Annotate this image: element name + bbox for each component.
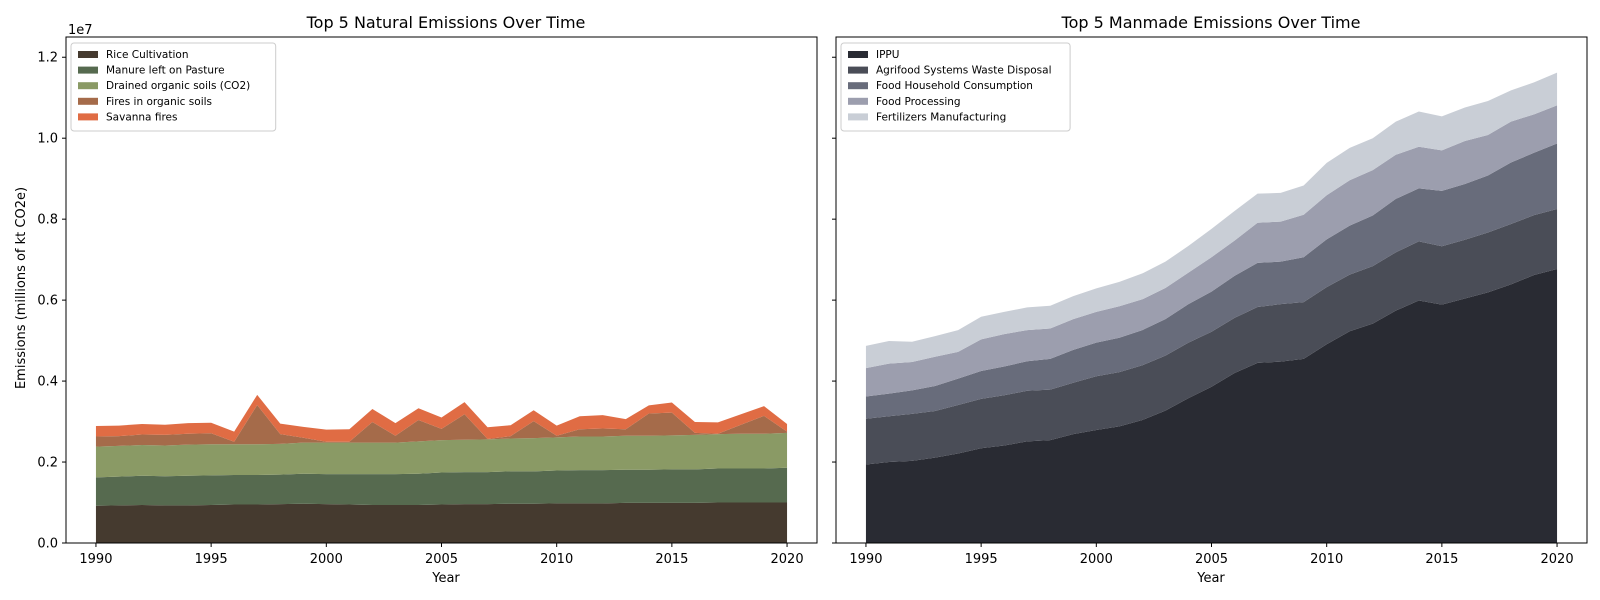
x-tick-label: 2015: [1425, 552, 1458, 567]
y-tick-label: 0.2: [37, 456, 58, 471]
legend-label: IPPU: [876, 49, 899, 61]
y-tick-label: 0.4: [37, 375, 58, 390]
legend-swatch: [78, 97, 98, 105]
y-axis-label: Emissions (millions of kt CO2e): [14, 187, 29, 389]
chart-title: Top 5 Manmade Emissions Over Time: [1061, 13, 1361, 32]
area-series-3: [865, 143, 1558, 419]
area-series-4: [865, 105, 1558, 397]
x-axis-label: Year: [1196, 571, 1225, 586]
area-series-3: [95, 432, 788, 478]
x-tick-label: 2020: [1541, 552, 1574, 567]
x-ticks: 1990 1995 2000 2005 2010 2015 2020: [849, 543, 1574, 567]
area-series-1: [865, 268, 1558, 543]
area-series-4: [95, 404, 788, 447]
x-tick-label: 1995: [965, 552, 998, 567]
x-tick-label: 1990: [849, 552, 882, 567]
x-tick-label: 2010: [1310, 552, 1343, 567]
x-ticks: 1990 1995 2000 2005 2010 2015 2020: [79, 543, 804, 567]
x-tick-label: 2000: [310, 552, 343, 567]
legend-swatch: [78, 66, 98, 74]
y-tick-label: 0.0: [37, 537, 58, 552]
legend-label: Manure left on Pasture: [106, 65, 225, 77]
legend-box: [840, 42, 1071, 132]
y-tick-label: 0.8: [37, 213, 58, 228]
y-offset-label: 1e7: [68, 23, 93, 38]
plot-frame: [65, 36, 818, 544]
natural-emissions-chart: Top 5 Natural Emissions Over Time 1e7 Em…: [14, 13, 818, 586]
plot-frame: [835, 36, 1588, 544]
y-ticks: 0.0 0.2 0.4 0.6 0.8 1.0 1.2: [37, 51, 66, 552]
legend-swatch: [848, 51, 868, 58]
area-series-2: [95, 467, 788, 506]
legend-swatch: [848, 97, 868, 105]
stacked-areas: [865, 72, 1558, 543]
legend-label: Savanna fires: [106, 111, 177, 123]
x-tick-label: 2005: [425, 552, 458, 567]
legend-label: Fires in organic soils: [106, 96, 212, 108]
y-tick-label: 1.0: [37, 132, 58, 147]
legend-swatch: [848, 66, 868, 74]
area-series-5: [865, 72, 1558, 369]
x-tick-label: 2020: [771, 552, 804, 567]
x-tick-label: 1995: [195, 552, 228, 567]
x-tick-label: 2000: [1080, 552, 1113, 567]
y-tick-label: 1.2: [37, 51, 58, 66]
x-tick-label: 1990: [79, 552, 112, 567]
stacked-areas: [95, 394, 788, 543]
legend-swatch: [848, 82, 868, 90]
x-axis-label: Year: [431, 571, 460, 586]
legend-box: [70, 42, 277, 132]
legend-label: Food Processing: [876, 96, 961, 108]
area-series-1: [95, 502, 788, 543]
chart-title: Top 5 Natural Emissions Over Time: [306, 13, 586, 32]
manmade-emissions-chart: Top 5 Manmade Emissions Over Time Year 1…: [832, 13, 1588, 586]
area-series-5: [95, 394, 788, 442]
legend-swatch: [78, 82, 98, 90]
legend-label: Fertilizers Manufacturing: [876, 111, 1006, 123]
y-tick-label: 0.6: [37, 294, 58, 309]
legend-label: Food Household Consumption: [876, 80, 1033, 92]
legend-swatch: [78, 51, 98, 58]
legend-swatch: [78, 113, 98, 121]
legend-label: Rice Cultivation: [106, 49, 188, 61]
legend: Rice Cultivation Manure left on Pasture Dr…: [70, 42, 277, 132]
legend-label: Drained organic soils (CO2): [106, 80, 250, 92]
x-tick-label: 2010: [540, 552, 573, 567]
area-series-2: [865, 209, 1558, 465]
legend: IPPU Agrifood Systems Waste Disposal Food …: [840, 42, 1071, 132]
x-tick-label: 2015: [655, 552, 688, 567]
legend-label: Agrifood Systems Waste Disposal: [876, 65, 1052, 77]
x-tick-label: 2005: [1195, 552, 1228, 567]
y-ticks: [832, 56, 836, 544]
legend-swatch: [848, 113, 868, 121]
